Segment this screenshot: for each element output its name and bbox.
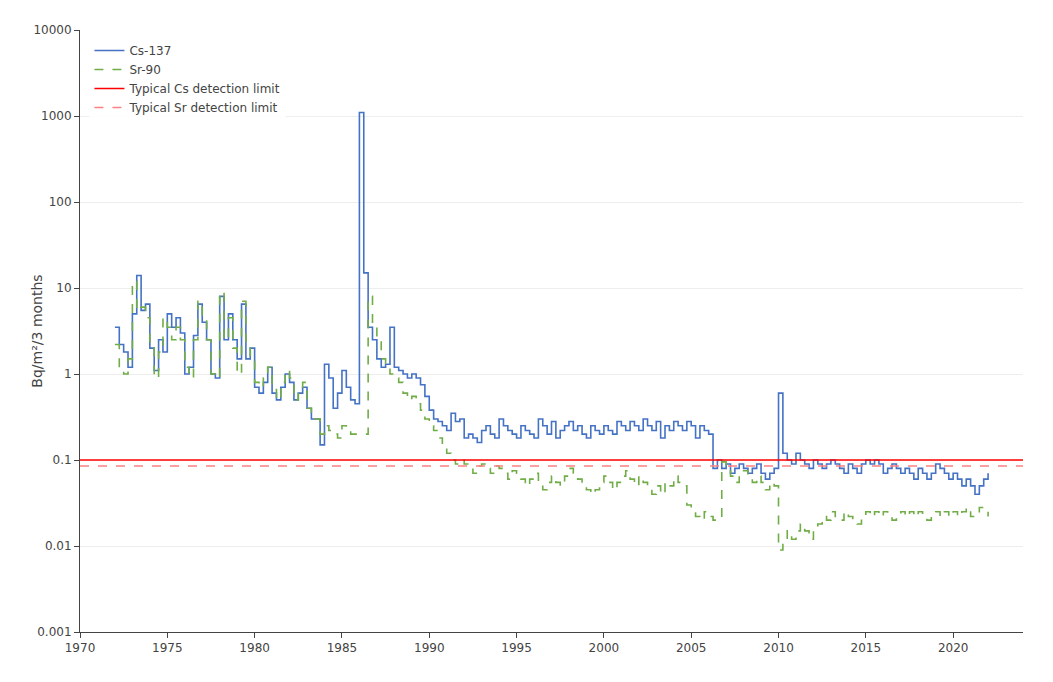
svg-text:1975: 1975 [152, 641, 183, 655]
svg-text:Typical Cs detection limit: Typical Cs detection limit [128, 82, 279, 96]
svg-text:0.001: 0.001 [37, 625, 71, 639]
svg-text:1995: 1995 [501, 641, 532, 655]
svg-text:2015: 2015 [851, 641, 882, 655]
svg-text:Typical Sr detection limit: Typical Sr detection limit [128, 101, 277, 115]
svg-text:2010: 2010 [763, 641, 794, 655]
svg-text:1985: 1985 [327, 641, 358, 655]
svg-text:Cs-137: Cs-137 [129, 44, 171, 58]
svg-text:1000: 1000 [41, 109, 72, 123]
svg-text:100: 100 [49, 195, 72, 209]
svg-text:0.1: 0.1 [53, 453, 72, 467]
svg-text:1: 1 [64, 367, 72, 381]
svg-text:1990: 1990 [414, 641, 445, 655]
svg-text:2020: 2020 [938, 641, 969, 655]
svg-text:10: 10 [56, 281, 71, 295]
svg-text:Bq/m²/3 months: Bq/m²/3 months [29, 274, 45, 387]
svg-text:2005: 2005 [676, 641, 707, 655]
svg-text:0.01: 0.01 [45, 539, 72, 553]
svg-text:1970: 1970 [65, 641, 96, 655]
svg-text:Sr-90: Sr-90 [129, 63, 160, 77]
svg-text:1980: 1980 [239, 641, 270, 655]
svg-text:10000: 10000 [33, 23, 71, 37]
svg-text:2000: 2000 [589, 641, 620, 655]
